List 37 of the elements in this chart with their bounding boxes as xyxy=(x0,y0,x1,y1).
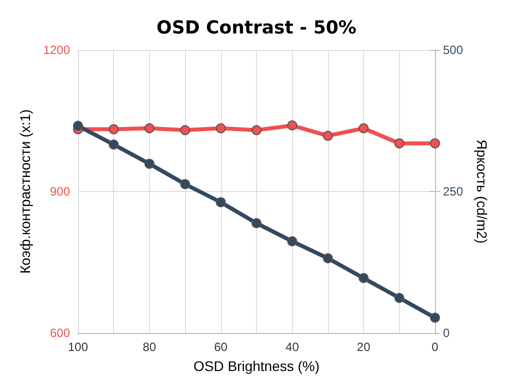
point xyxy=(287,120,298,130)
x-tick-label: 40 xyxy=(286,340,300,354)
y-axis-title: Коэф.контрастности (x:1) xyxy=(17,109,33,274)
point xyxy=(108,140,119,150)
point xyxy=(358,123,369,134)
x-tick-label: 20 xyxy=(356,340,371,354)
point xyxy=(108,124,119,134)
y2-tick-label: 250 xyxy=(443,184,464,198)
point xyxy=(144,158,154,169)
point xyxy=(216,123,226,134)
chart-title: OSD Contrast - 50% xyxy=(156,18,356,38)
point xyxy=(73,120,83,131)
point xyxy=(430,312,440,323)
point xyxy=(322,253,333,264)
y2-tick-label: 500 xyxy=(443,43,464,57)
point xyxy=(430,138,440,148)
y2-tick-label: 0 xyxy=(443,326,450,340)
y-tick-label: 1200 xyxy=(43,43,70,57)
point xyxy=(252,125,262,136)
x-tick-label: 60 xyxy=(214,340,228,354)
point xyxy=(252,218,262,228)
point xyxy=(216,197,226,208)
point xyxy=(394,138,404,148)
x-tick-label: 0 xyxy=(432,340,439,354)
y2-axis-title: Яркость (cd/m2) xyxy=(474,139,490,244)
point xyxy=(180,125,190,136)
point xyxy=(180,179,190,190)
point xyxy=(144,123,154,134)
point xyxy=(322,130,333,141)
point xyxy=(394,292,404,303)
y-tick-label: 600 xyxy=(50,326,70,340)
point xyxy=(287,236,298,246)
y-tick-label: 900 xyxy=(50,184,70,198)
x-tick-label: 100 xyxy=(68,340,88,354)
point xyxy=(358,273,369,284)
x-tick-label: 80 xyxy=(142,340,156,354)
x-axis-title: OSD Brightness (%) xyxy=(193,358,320,374)
